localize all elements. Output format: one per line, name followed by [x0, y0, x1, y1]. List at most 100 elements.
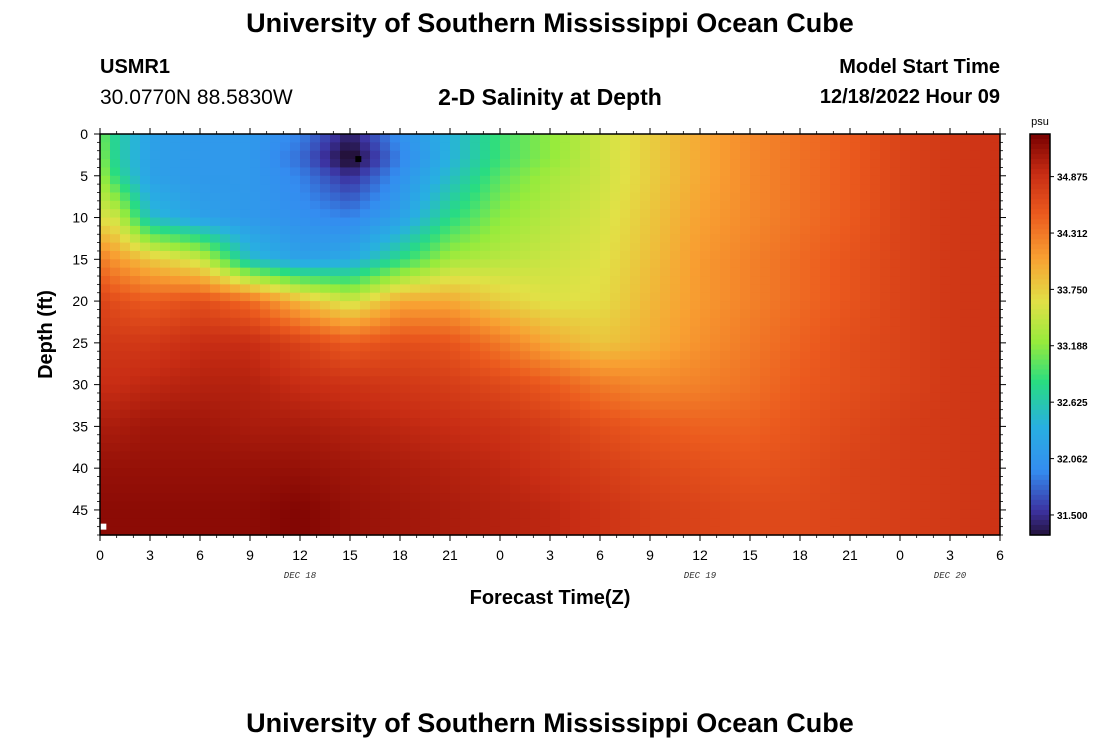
- heatmap-cell: [340, 134, 351, 143]
- heatmap-cell: [880, 518, 891, 528]
- heatmap-cell: [920, 326, 931, 336]
- heatmap-cell: [180, 150, 191, 160]
- heatmap-cell: [110, 134, 121, 143]
- heatmap-cell: [610, 284, 621, 294]
- heatmap-cell: [780, 468, 791, 478]
- heatmap-cell: [340, 434, 351, 444]
- heatmap-cell: [470, 192, 481, 202]
- heatmap-cell: [170, 284, 181, 294]
- heatmap-cell: [740, 225, 751, 235]
- heatmap-cell: [500, 526, 511, 536]
- colorbar-segment: [1030, 314, 1050, 321]
- heatmap-cell: [390, 317, 401, 327]
- heatmap-cell: [470, 518, 481, 528]
- heatmap-cell: [600, 150, 611, 160]
- heatmap-cell: [640, 426, 651, 436]
- heatmap-cell: [840, 509, 851, 519]
- heatmap-cell: [840, 326, 851, 336]
- heatmap-cell: [540, 493, 551, 503]
- heatmap-cell: [790, 234, 801, 244]
- heatmap-cell: [810, 317, 821, 327]
- heatmap-cell: [240, 401, 251, 411]
- heatmap-cell: [810, 326, 821, 336]
- heatmap-cell: [240, 342, 251, 352]
- heatmap-cell: [790, 493, 801, 503]
- heatmap-cell: [760, 376, 771, 386]
- heatmap-cell: [560, 175, 571, 185]
- heatmap-cell: [410, 451, 421, 461]
- heatmap-cell: [250, 459, 261, 469]
- heatmap-cell: [430, 476, 441, 486]
- heatmap-cell: [370, 267, 381, 277]
- heatmap-cell: [950, 225, 961, 235]
- heatmap-cell: [270, 418, 281, 427]
- heatmap-cell: [660, 434, 671, 444]
- heatmap-cell: [790, 159, 801, 169]
- heatmap-cell: [570, 526, 581, 536]
- heatmap-cell: [680, 326, 691, 336]
- heatmap-cell: [820, 468, 831, 478]
- heatmap-cell: [840, 142, 851, 152]
- heatmap-cell: [310, 418, 321, 427]
- heatmap-cell: [580, 284, 591, 294]
- heatmap-cell: [120, 200, 131, 210]
- heatmap-cell: [690, 493, 701, 503]
- heatmap-cell: [490, 209, 501, 219]
- heatmap-cell: [150, 484, 161, 494]
- heatmap-cell: [870, 192, 881, 202]
- heatmap-cell: [100, 451, 111, 461]
- heatmap-cell: [630, 142, 641, 152]
- heatmap-cell: [840, 175, 851, 185]
- heatmap-cell: [240, 493, 251, 503]
- heatmap-cell: [720, 292, 731, 302]
- heatmap-cell: [690, 159, 701, 169]
- heatmap-cell: [900, 434, 911, 444]
- heatmap-cell: [170, 192, 181, 202]
- heatmap-cell: [610, 259, 621, 269]
- heatmap-cell: [620, 509, 631, 519]
- heatmap-cell: [470, 242, 481, 252]
- heatmap-cell: [250, 493, 261, 503]
- heatmap-cell: [700, 509, 711, 519]
- heatmap-cell: [780, 142, 791, 152]
- heatmap-cell: [260, 501, 271, 511]
- heatmap-cell: [690, 426, 701, 436]
- heatmap-cell: [410, 526, 421, 536]
- heatmap-cell: [860, 192, 871, 202]
- heatmap-cell: [680, 351, 691, 361]
- heatmap-cell: [330, 301, 341, 311]
- heatmap-cell: [390, 167, 401, 177]
- heatmap-cell: [190, 434, 201, 444]
- heatmap-cell: [720, 443, 731, 453]
- heatmap-cell: [400, 317, 411, 327]
- heatmap-cell: [420, 418, 431, 427]
- heatmap-cell: [780, 476, 791, 486]
- heatmap-cell: [870, 484, 881, 494]
- heatmap-cell: [200, 451, 211, 461]
- heatmap-cell: [410, 217, 421, 227]
- heatmap-cell: [570, 225, 581, 235]
- heatmap-cell: [950, 376, 961, 386]
- heatmap-cell: [450, 192, 461, 202]
- heatmap-cell: [170, 242, 181, 252]
- heatmap-cell: [460, 134, 471, 143]
- heatmap-cell: [150, 159, 161, 169]
- heatmap-cell: [330, 134, 341, 143]
- heatmap-cell: [580, 434, 591, 444]
- heatmap-cell: [700, 301, 711, 311]
- heatmap-cell: [440, 225, 451, 235]
- colorbar-segment: [1030, 429, 1050, 436]
- heatmap-cell: [720, 242, 731, 252]
- heatmap-cell: [930, 326, 941, 336]
- heatmap-cell: [650, 250, 661, 260]
- heatmap-cell: [670, 234, 681, 244]
- heatmap-cell: [410, 342, 421, 352]
- heatmap-cell: [390, 443, 401, 453]
- heatmap-cell: [600, 501, 611, 511]
- heatmap-cell: [930, 134, 941, 143]
- heatmap-cell: [640, 159, 651, 169]
- heatmap-cell: [510, 392, 521, 402]
- heatmap-cell: [640, 367, 651, 377]
- heatmap-cell: [910, 493, 921, 503]
- heatmap-cell: [910, 434, 921, 444]
